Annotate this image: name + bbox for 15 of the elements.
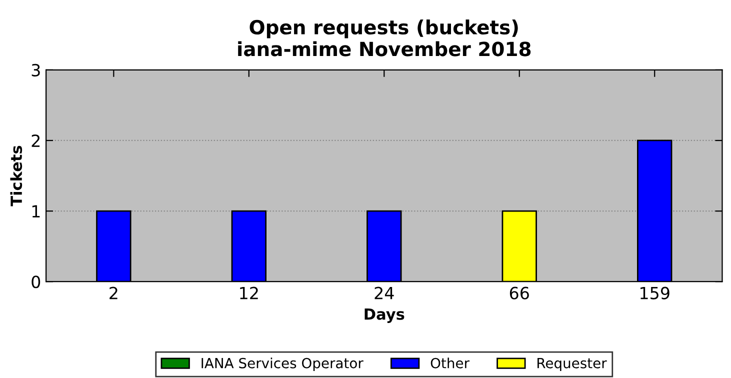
y-tick-label: 0 bbox=[32, 276, 40, 288]
legend-label: Requester bbox=[538, 358, 607, 372]
legend-label: Other bbox=[430, 358, 470, 368]
y-axis-title: Tickets bbox=[10, 146, 22, 206]
y-tick-label: 2 bbox=[32, 134, 40, 147]
x-tick-label: 66 bbox=[510, 286, 529, 300]
x-tick-label: 159 bbox=[640, 286, 670, 300]
chart-title: Open requests (buckets) iana-mime November 2018 bbox=[238, 19, 531, 56]
x-axis-title: Days bbox=[364, 308, 404, 323]
x-tick-label: 2 bbox=[110, 286, 118, 300]
y-tick-label: 1 bbox=[32, 205, 40, 218]
legend-label: IANA Services Operator bbox=[202, 358, 364, 372]
x-tick-label: 12 bbox=[240, 286, 258, 300]
y-tick-label: 3 bbox=[32, 64, 40, 76]
x-tick-label: 24 bbox=[374, 286, 394, 300]
